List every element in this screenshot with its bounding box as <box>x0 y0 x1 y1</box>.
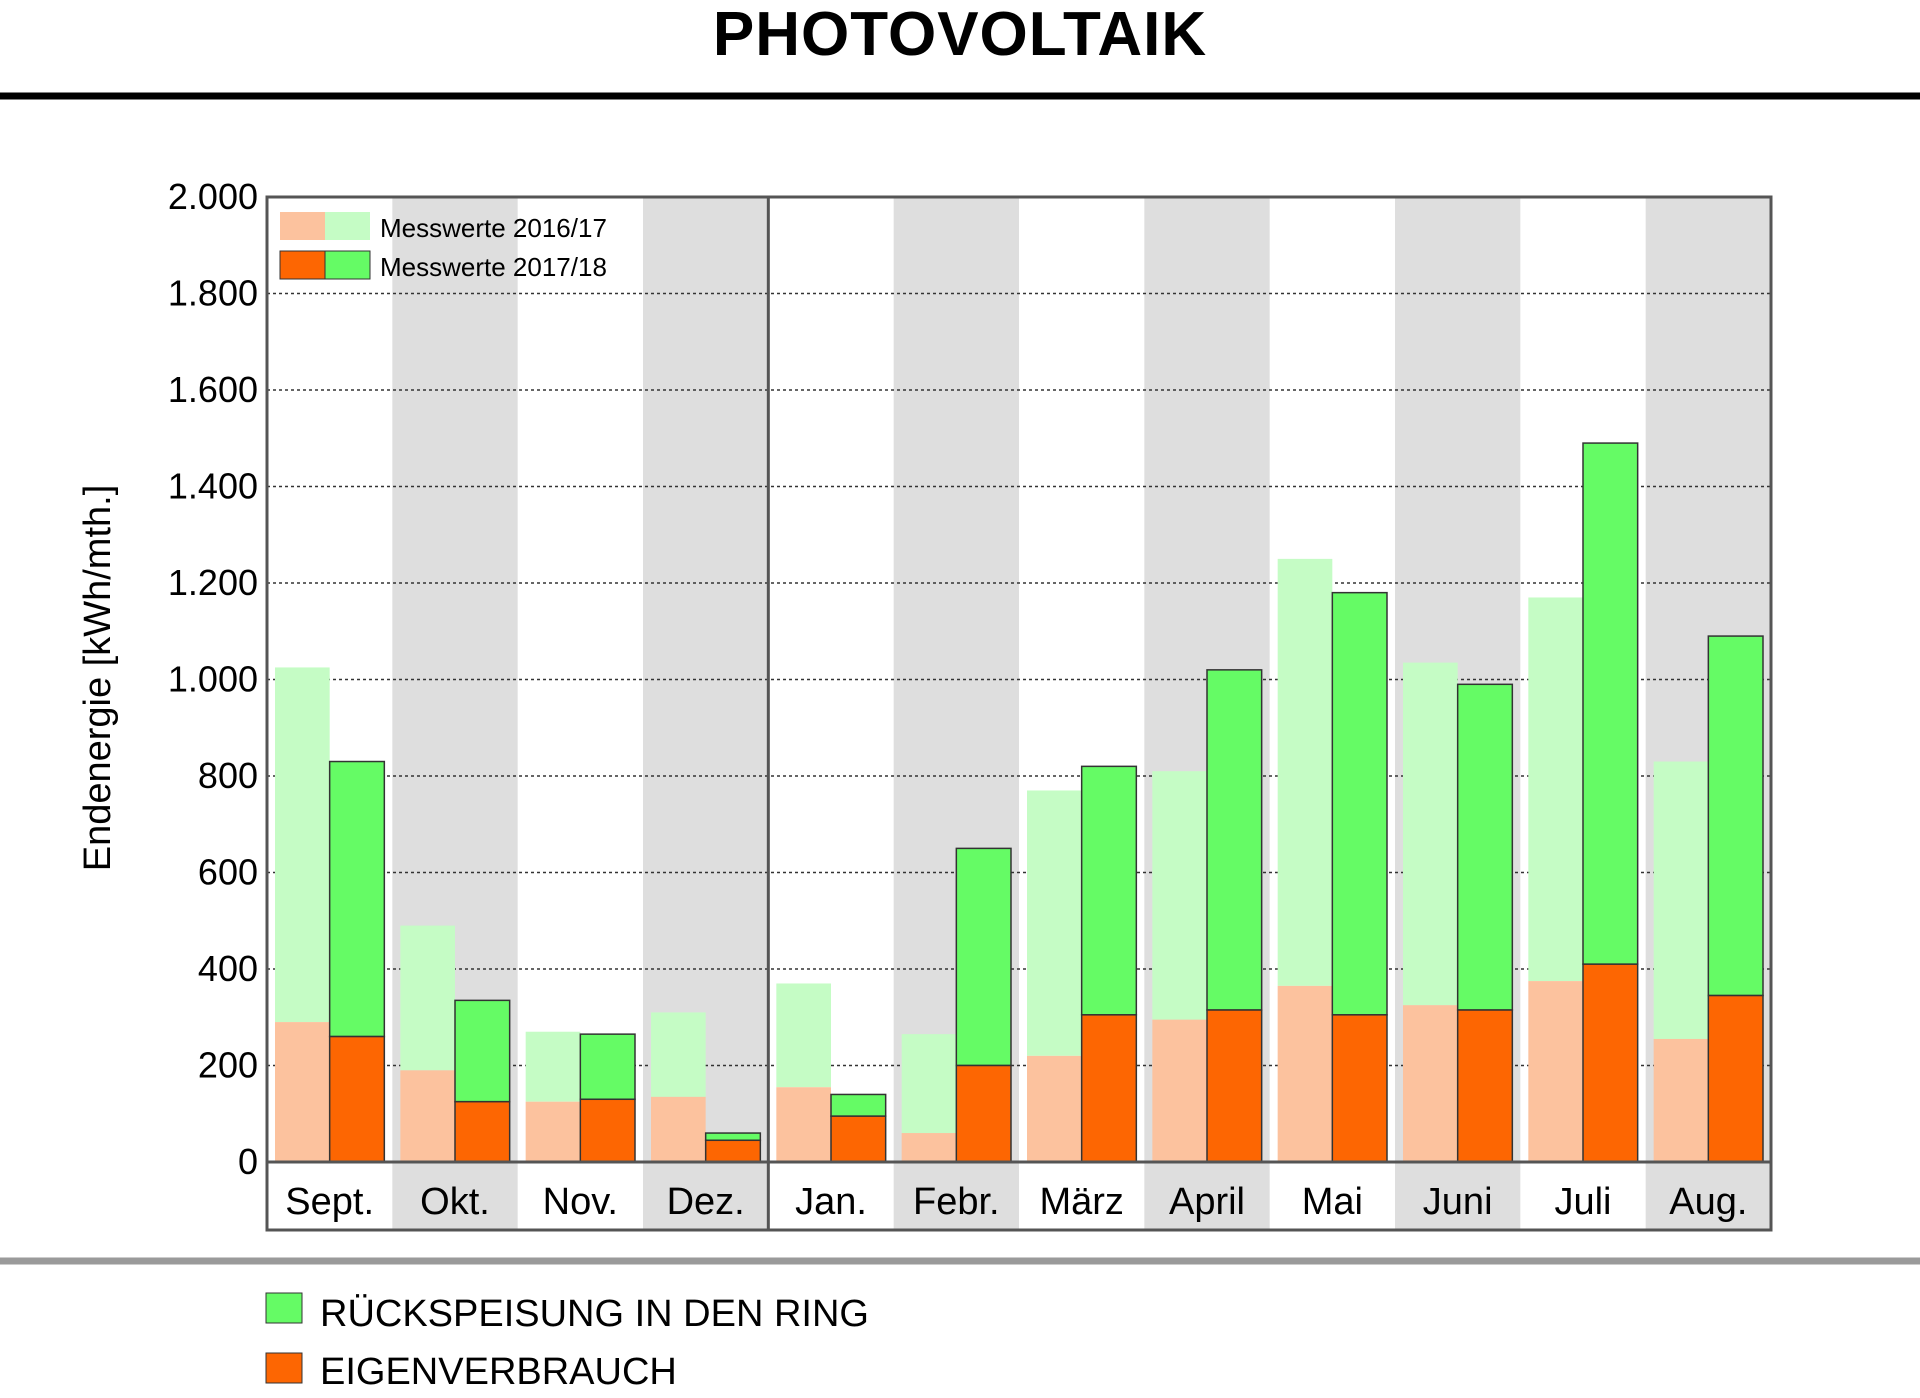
bar-rueckspeisung-2017 <box>830 1093 887 1117</box>
bottom-legend-label-eigen: EIGENVERBRAUCH <box>320 1351 677 1393</box>
category-label: Nov. <box>543 1181 618 1223</box>
bar-eigenverbrauch-2016 <box>776 1087 831 1162</box>
bar-eigenverbrauch-2017 <box>955 1064 1012 1163</box>
bar-rueckspeisung-2017 <box>1331 591 1388 1016</box>
category-label: Sept. <box>285 1181 374 1223</box>
page-title: PHOTOVOLTAIK <box>712 0 1208 69</box>
bar-rueckspeisung-2016 <box>1528 597 1583 982</box>
category-label: Juni <box>1423 1181 1493 1223</box>
bar-eigenverbrauch-2017 <box>1707 994 1764 1163</box>
bar-eigenverbrauch-2017 <box>1331 1014 1388 1163</box>
plot-frame <box>265 195 1773 1232</box>
bar-rueckspeisung-2017 <box>955 847 1012 1067</box>
y-tick-label: 1.200 <box>168 562 258 603</box>
category-label: Juli <box>1554 1181 1611 1223</box>
bar-eigenverbrauch-2017 <box>704 1139 762 1163</box>
y-tick-label: 800 <box>198 755 258 796</box>
category-labels: Sept. Okt. Nov. Dez. Jan. Febr. März April Mai Ju… <box>285 1181 1747 1223</box>
bar-eigenverbrauch-2016 <box>1027 1055 1082 1162</box>
bar-rueckspeisung-2017 <box>1582 442 1639 965</box>
y-tick-label: 1.800 <box>168 273 258 314</box>
bottom-legend: RÜCKSPEISUNG IN DEN RING EIGENVERBRAUCH <box>265 1292 869 1393</box>
bar-eigenverbrauch-2017 <box>1206 1009 1263 1163</box>
bar-rueckspeisung-2017 <box>1080 765 1138 1016</box>
legend-label-2016: Messwerte 2016/17 <box>380 213 607 243</box>
bar-eigenverbrauch-2016 <box>1152 1019 1207 1162</box>
bar-eigenverbrauch-2017 <box>579 1098 636 1163</box>
bar-eigenverbrauch-2016 <box>400 1070 455 1162</box>
bar-eigenverbrauch-2017 <box>328 1035 386 1163</box>
bar-rueckspeisung-2016 <box>776 983 831 1088</box>
bar-rueckspeisung-2017 <box>1206 669 1263 1011</box>
y-tick-label: 200 <box>198 1045 258 1086</box>
bar-rueckspeisung-2017 <box>454 999 511 1103</box>
plot-border <box>265 195 1773 1232</box>
y-tick-label: 1.400 <box>168 466 258 507</box>
bar-rueckspeisung-2016 <box>1027 790 1082 1056</box>
y-tick-label: 1.600 <box>168 369 258 410</box>
bar-eigenverbrauch-2016 <box>525 1101 581 1162</box>
category-label: Dez. <box>667 1181 745 1223</box>
bar-rueckspeisung-2016 <box>400 925 455 1071</box>
bar-rueckspeisung-2016 <box>525 1031 581 1102</box>
bar-eigenverbrauch-2017 <box>454 1100 511 1163</box>
bar-rueckspeisung-2016 <box>901 1034 957 1134</box>
bar-rueckspeisung-2017 <box>1456 683 1514 1011</box>
grid-lines <box>267 292 1771 1067</box>
bar-eigenverbrauch-2016 <box>1403 1005 1458 1162</box>
bar-eigenverbrauch-2017 <box>830 1115 887 1163</box>
bottom-legend-label-rueck: RÜCKSPEISUNG IN DEN RING <box>320 1293 869 1335</box>
category-label: April <box>1169 1181 1245 1223</box>
category-label: Jan. <box>795 1181 867 1223</box>
bar-rueckspeisung-2017 <box>579 1033 636 1101</box>
bottom-legend-swatch-rueck <box>265 1292 303 1324</box>
y-tick-label: 600 <box>198 852 258 893</box>
y-axis-title: Endenergie [kWh/mth.] <box>77 485 119 872</box>
category-label: Febr. <box>913 1181 1000 1223</box>
category-label: Okt. <box>420 1181 490 1223</box>
bar-rueckspeisung-2016 <box>1277 558 1333 986</box>
legend-swatch-eigen-2016 <box>280 212 325 240</box>
bar-eigenverbrauch-2016 <box>901 1133 957 1162</box>
bar-rueckspeisung-2016 <box>1152 771 1207 1020</box>
legend-swatch-rueck-2017 <box>324 250 371 280</box>
bar-eigenverbrauch-2017 <box>1582 963 1639 1163</box>
bar-rueckspeisung-2016 <box>1653 761 1709 1039</box>
category-label: März <box>1039 1181 1123 1223</box>
bar-rueckspeisung-2016 <box>651 1012 706 1097</box>
y-tick-labels: 0 200 400 600 800 1.000 1.200 1.400 1.600 1.800 2.… <box>168 176 258 1182</box>
y-tick-label: 400 <box>198 948 258 989</box>
bar-rueckspeisung-2017 <box>704 1132 762 1142</box>
legend-label-2017: Messwerte 2017/18 <box>380 252 607 282</box>
bar-rueckspeisung-2017 <box>328 760 386 1038</box>
bar-rueckspeisung-2016 <box>275 667 330 1023</box>
y-tick-label: 1.000 <box>168 659 258 700</box>
bar-eigenverbrauch-2016 <box>1277 985 1333 1162</box>
bar-eigenverbrauch-2016 <box>651 1096 706 1162</box>
bar-eigenverbrauch-2016 <box>275 1022 330 1162</box>
bar-eigenverbrauch-2016 <box>1528 981 1583 1162</box>
legend-swatch-rueck-2016 <box>325 212 370 240</box>
bar-eigenverbrauch-2017 <box>1456 1009 1514 1163</box>
y-tick-label: 0 <box>238 1141 258 1182</box>
y-tick-label: 2.000 <box>168 176 258 217</box>
category-label: Mai <box>1302 1181 1363 1223</box>
bar-eigenverbrauch-2017 <box>1080 1014 1138 1163</box>
legend: Messwerte 2016/17 Messwerte 2017/18 <box>279 212 607 282</box>
bar-eigenverbrauch-2016 <box>1653 1038 1709 1162</box>
bar-rueckspeisung-2016 <box>1403 662 1458 1006</box>
bottom-legend-swatch-eigen <box>265 1352 303 1384</box>
bar-rueckspeisung-2017 <box>1707 635 1764 997</box>
legend-swatch-eigen-2017 <box>279 250 326 280</box>
category-label: Aug. <box>1669 1181 1747 1223</box>
